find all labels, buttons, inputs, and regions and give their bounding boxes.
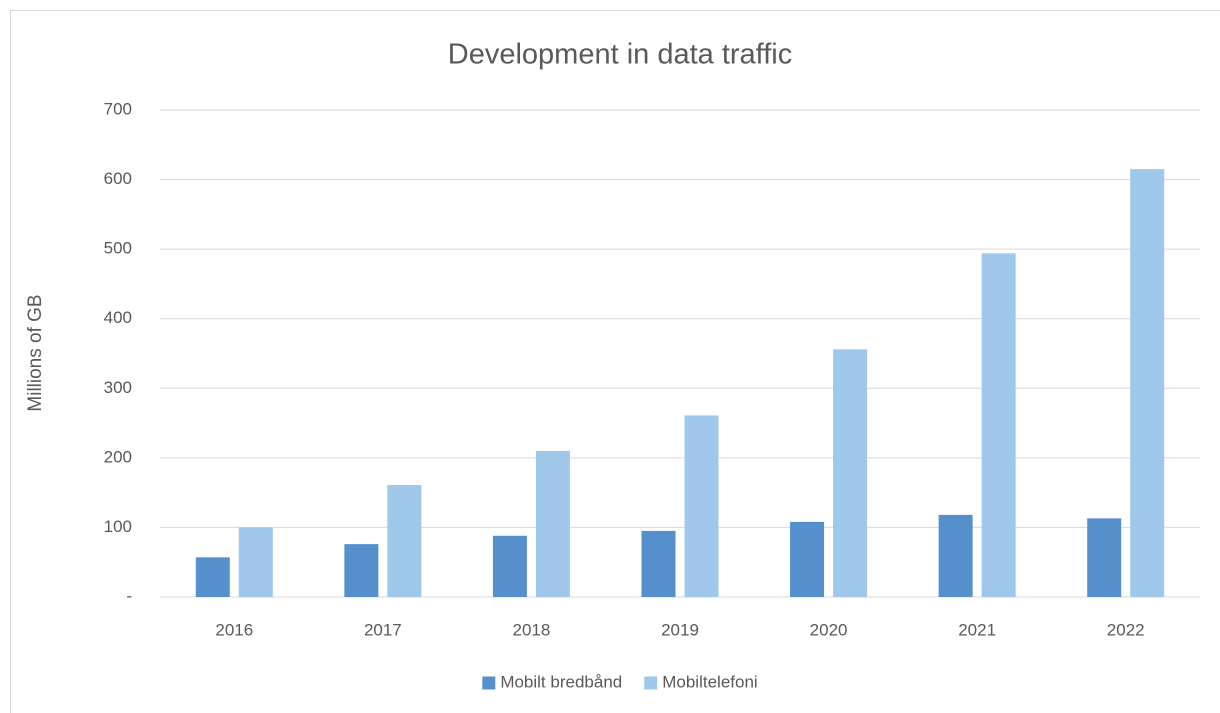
x-tick-label: 2019 bbox=[661, 620, 699, 639]
bar bbox=[238, 527, 273, 597]
bar bbox=[684, 415, 719, 597]
bar bbox=[938, 514, 973, 597]
y-axis-label: Millions of GB bbox=[25, 294, 46, 411]
y-tick-label: 600 bbox=[104, 169, 132, 188]
bar bbox=[790, 521, 825, 597]
y-tick-label: 500 bbox=[104, 239, 132, 258]
legend-label: Mobiltelefoni bbox=[662, 672, 757, 691]
bar bbox=[833, 349, 868, 597]
x-tick-label: 2022 bbox=[1107, 620, 1145, 639]
bar bbox=[1130, 169, 1165, 597]
legend-swatch bbox=[644, 676, 658, 690]
chart-frame bbox=[10, 10, 1220, 713]
bar bbox=[641, 530, 676, 597]
bar bbox=[387, 484, 422, 597]
y-tick-label: 200 bbox=[104, 447, 132, 466]
x-tick-label: 2017 bbox=[364, 620, 402, 639]
bar bbox=[195, 557, 230, 597]
x-tick-label: 2020 bbox=[810, 620, 848, 639]
y-tick-label: 300 bbox=[104, 378, 132, 397]
bar bbox=[492, 535, 527, 597]
bar bbox=[344, 544, 379, 597]
chart-title: Development in data traffic bbox=[448, 39, 792, 71]
x-tick-label: 2021 bbox=[958, 620, 996, 639]
x-tick-label: 2016 bbox=[215, 620, 253, 639]
y-tick-label: - bbox=[126, 586, 132, 605]
bar bbox=[981, 253, 1016, 597]
x-tick-label: 2018 bbox=[513, 620, 551, 639]
legend-label: Mobilt bredbånd bbox=[500, 672, 622, 691]
bar bbox=[535, 450, 570, 597]
y-tick-label: 100 bbox=[104, 517, 132, 536]
y-tick-label: 400 bbox=[104, 308, 132, 327]
bar bbox=[1087, 518, 1122, 597]
y-tick-label: 700 bbox=[104, 99, 132, 118]
legend-swatch bbox=[482, 676, 496, 690]
